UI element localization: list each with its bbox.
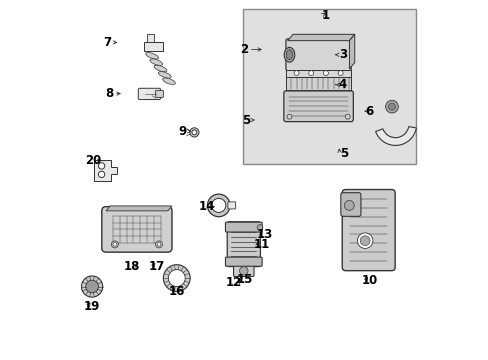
Circle shape	[81, 276, 102, 297]
FancyBboxPatch shape	[225, 222, 262, 232]
FancyBboxPatch shape	[138, 88, 160, 100]
Text: 4: 4	[338, 78, 346, 91]
FancyBboxPatch shape	[102, 207, 172, 252]
Circle shape	[345, 114, 349, 119]
Circle shape	[168, 270, 185, 287]
FancyBboxPatch shape	[155, 90, 163, 98]
Text: 17: 17	[148, 260, 165, 273]
Circle shape	[113, 243, 116, 246]
Circle shape	[338, 71, 343, 76]
Circle shape	[155, 241, 162, 248]
Text: 16: 16	[168, 285, 184, 298]
FancyBboxPatch shape	[225, 257, 262, 266]
Ellipse shape	[150, 59, 163, 66]
Text: 18: 18	[124, 260, 140, 273]
Circle shape	[189, 128, 199, 137]
Circle shape	[344, 201, 353, 210]
Circle shape	[98, 171, 104, 177]
Text: 3: 3	[339, 48, 346, 61]
FancyBboxPatch shape	[233, 263, 253, 276]
Circle shape	[360, 236, 369, 246]
Ellipse shape	[145, 53, 158, 59]
Bar	[285, 77, 350, 90]
Text: 14: 14	[198, 200, 215, 213]
Circle shape	[308, 71, 313, 76]
Text: 9: 9	[178, 125, 186, 138]
Text: 11: 11	[253, 238, 269, 251]
Circle shape	[163, 265, 190, 292]
FancyBboxPatch shape	[342, 189, 394, 271]
Circle shape	[286, 114, 291, 119]
Circle shape	[98, 163, 104, 169]
Ellipse shape	[158, 72, 171, 78]
Circle shape	[207, 194, 229, 217]
FancyBboxPatch shape	[227, 222, 260, 267]
Circle shape	[192, 130, 197, 135]
FancyBboxPatch shape	[147, 33, 154, 42]
Text: 15: 15	[236, 273, 252, 286]
FancyBboxPatch shape	[283, 91, 353, 122]
Polygon shape	[106, 206, 172, 211]
Ellipse shape	[154, 65, 166, 72]
Text: 12: 12	[225, 276, 242, 289]
Circle shape	[239, 267, 247, 275]
Text: 20: 20	[85, 154, 102, 167]
Bar	[285, 69, 350, 77]
Text: 5: 5	[339, 147, 347, 160]
Text: 2: 2	[240, 43, 248, 56]
Circle shape	[357, 233, 372, 248]
Circle shape	[157, 243, 161, 246]
Bar	[242, 9, 415, 164]
Text: 1: 1	[321, 9, 329, 22]
Circle shape	[257, 225, 263, 230]
Text: 8: 8	[105, 87, 114, 100]
Circle shape	[111, 241, 118, 248]
Polygon shape	[143, 42, 163, 51]
Circle shape	[211, 198, 225, 212]
FancyBboxPatch shape	[285, 39, 350, 71]
Polygon shape	[349, 34, 354, 69]
Polygon shape	[93, 159, 117, 181]
Text: 13: 13	[256, 228, 272, 241]
Ellipse shape	[284, 48, 294, 62]
Text: 6: 6	[365, 105, 373, 118]
Circle shape	[387, 103, 395, 110]
Polygon shape	[287, 34, 354, 41]
Circle shape	[293, 71, 298, 76]
FancyBboxPatch shape	[227, 202, 235, 209]
Circle shape	[323, 71, 328, 76]
FancyBboxPatch shape	[340, 193, 360, 216]
Text: 10: 10	[361, 274, 377, 287]
Wedge shape	[375, 127, 415, 145]
Text: 19: 19	[84, 300, 100, 313]
Text: 5: 5	[241, 113, 249, 126]
Circle shape	[385, 100, 398, 113]
Ellipse shape	[285, 50, 292, 60]
Circle shape	[85, 280, 98, 293]
Ellipse shape	[163, 78, 175, 85]
Text: 7: 7	[103, 36, 111, 49]
